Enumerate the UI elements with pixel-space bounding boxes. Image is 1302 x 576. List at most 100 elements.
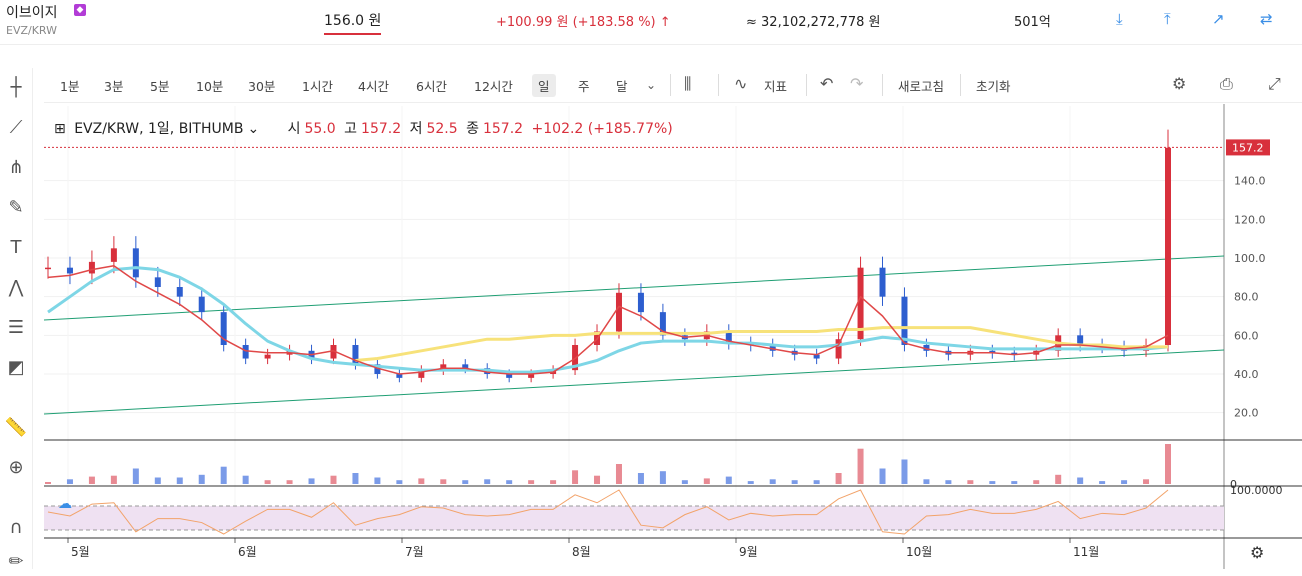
candle <box>352 345 359 365</box>
x-tick-label: 7월 <box>405 545 424 559</box>
interval-10m[interactable]: 10분 <box>196 79 224 94</box>
pencil-icon[interactable]: ✏ <box>8 551 24 572</box>
interval-week[interactable]: 주 <box>578 79 590 94</box>
volume-bar <box>594 475 601 484</box>
legend-close-label: 종 <box>466 121 479 137</box>
candle <box>66 267 73 274</box>
volume-bar <box>681 480 688 484</box>
refresh-button[interactable]: 새로고침 <box>898 79 945 94</box>
volume-bar <box>330 475 337 484</box>
chevron-down-icon[interactable]: ⌄ <box>247 121 260 137</box>
volume-bar <box>352 473 359 484</box>
ruler-icon[interactable]: 📏 <box>4 417 28 438</box>
volume-bar <box>418 478 425 484</box>
indicator-button[interactable]: 지표 <box>764 79 788 94</box>
volume-bar <box>637 473 644 484</box>
volume-bar <box>813 480 820 484</box>
indicator-icon[interactable]: ∿ <box>734 74 748 93</box>
x-tick-label: 6월 <box>238 545 257 559</box>
arrow-tool-icon[interactable]: ◩ <box>7 357 25 378</box>
interval-4h[interactable]: 4시간 <box>358 79 389 94</box>
y-tick-label: 100.0 <box>1234 252 1266 265</box>
volume-bar <box>1055 474 1062 484</box>
drawing-toolbar: ┼ ⟋ ⋔ ✎ T ⋀ ☰ ◩ 📏 ⊕ ∩ ✏ <box>0 68 33 572</box>
volume-bar <box>528 480 535 484</box>
chevron-down-icon[interactable]: ⌄ <box>646 78 657 92</box>
fibonacci-icon[interactable]: ☰ <box>7 317 25 338</box>
volume-bar <box>659 471 666 484</box>
divider <box>670 74 671 96</box>
download-icon[interactable]: ⤓ <box>1116 10 1123 28</box>
candle-type-icon[interactable]: ⫼ <box>684 74 692 93</box>
candle <box>1165 147 1171 345</box>
interval-month[interactable]: 달 <box>616 79 628 94</box>
candle <box>374 364 381 374</box>
volume-bar <box>945 480 952 484</box>
crosshair-icon[interactable]: ┼ <box>10 77 22 98</box>
candle <box>198 296 205 313</box>
volume-bar <box>572 470 579 484</box>
trend-icon[interactable]: ↗ <box>1212 10 1225 28</box>
interval-30m[interactable]: 30분 <box>248 79 276 94</box>
volume-bar <box>769 479 776 484</box>
undo-icon[interactable]: ↶ <box>820 74 834 93</box>
legend-low-label: 저 <box>409 121 423 137</box>
ma_mid-line <box>355 326 1168 362</box>
y-tick-label: 80.0 <box>1234 291 1259 304</box>
divider <box>718 74 719 96</box>
camera-icon[interactable]: ⎙ <box>1220 74 1233 93</box>
trendline-icon[interactable]: ⟋ <box>9 117 23 138</box>
interval-1m[interactable]: 1분 <box>60 79 80 94</box>
legend-expand-icon[interactable]: ⊞ <box>54 121 66 137</box>
redo-icon[interactable]: ↷ <box>850 74 864 93</box>
volume-bar <box>1143 479 1150 484</box>
interval-day[interactable]: 일 <box>532 74 556 97</box>
last-price-label: 157.2 <box>1232 141 1264 154</box>
candle <box>45 267 51 270</box>
candle <box>659 312 666 336</box>
interval-5m[interactable]: 5분 <box>150 79 170 94</box>
volume-bar <box>286 480 293 484</box>
upload-icon[interactable]: ⤒ <box>1164 10 1171 28</box>
interval-1h[interactable]: 1시간 <box>302 79 333 94</box>
volume-bar <box>308 478 315 484</box>
candle <box>110 248 117 262</box>
candle <box>176 287 183 297</box>
interval-3m[interactable]: 3분 <box>104 79 124 94</box>
swap-icon[interactable]: ⇄ <box>1260 10 1273 28</box>
candle <box>725 331 732 344</box>
y-tick-label: 20.0 <box>1234 407 1259 420</box>
reset-button[interactable]: 초기화 <box>976 79 1011 94</box>
y-tick-label: 140.0 <box>1234 175 1266 188</box>
volume-bar <box>484 479 491 484</box>
pattern-icon[interactable]: ⋀ <box>8 277 24 298</box>
candle <box>462 364 469 369</box>
pitchfork-icon[interactable]: ⋔ <box>8 157 24 178</box>
candle <box>857 267 864 340</box>
x-tick-label: 8월 <box>572 545 591 559</box>
volume-bar <box>374 477 381 484</box>
favorite-badge-icon[interactable]: ◆ <box>74 4 86 16</box>
legend-symbol[interactable]: EVZ/KRW, 1일, BITHUMB <box>74 121 244 137</box>
fullscreen-icon[interactable]: ⤢ <box>1268 74 1281 93</box>
interval-12h[interactable]: 12시간 <box>474 79 513 94</box>
candle <box>528 374 535 378</box>
legend-low: 52.5 <box>426 121 458 137</box>
text-icon[interactable]: T <box>10 237 22 258</box>
interval-6h[interactable]: 6시간 <box>416 79 447 94</box>
candle <box>154 277 161 287</box>
candle <box>901 296 908 345</box>
gear-icon[interactable]: ⚙ <box>1172 74 1187 93</box>
volume-bar <box>989 481 996 484</box>
x-tick-label: 10월 <box>906 545 932 559</box>
magnet-icon[interactable]: ∩ <box>9 517 23 538</box>
volume-bar <box>66 479 73 484</box>
legend-high-label: 고 <box>344 121 358 137</box>
volume-bar <box>88 476 95 484</box>
zoom-in-icon[interactable]: ⊕ <box>8 457 24 478</box>
y-tick-label: 40.0 <box>1234 368 1259 381</box>
candle <box>440 364 447 371</box>
x-tick-label: 5월 <box>71 545 90 559</box>
brush-icon[interactable]: ✎ <box>8 197 24 218</box>
